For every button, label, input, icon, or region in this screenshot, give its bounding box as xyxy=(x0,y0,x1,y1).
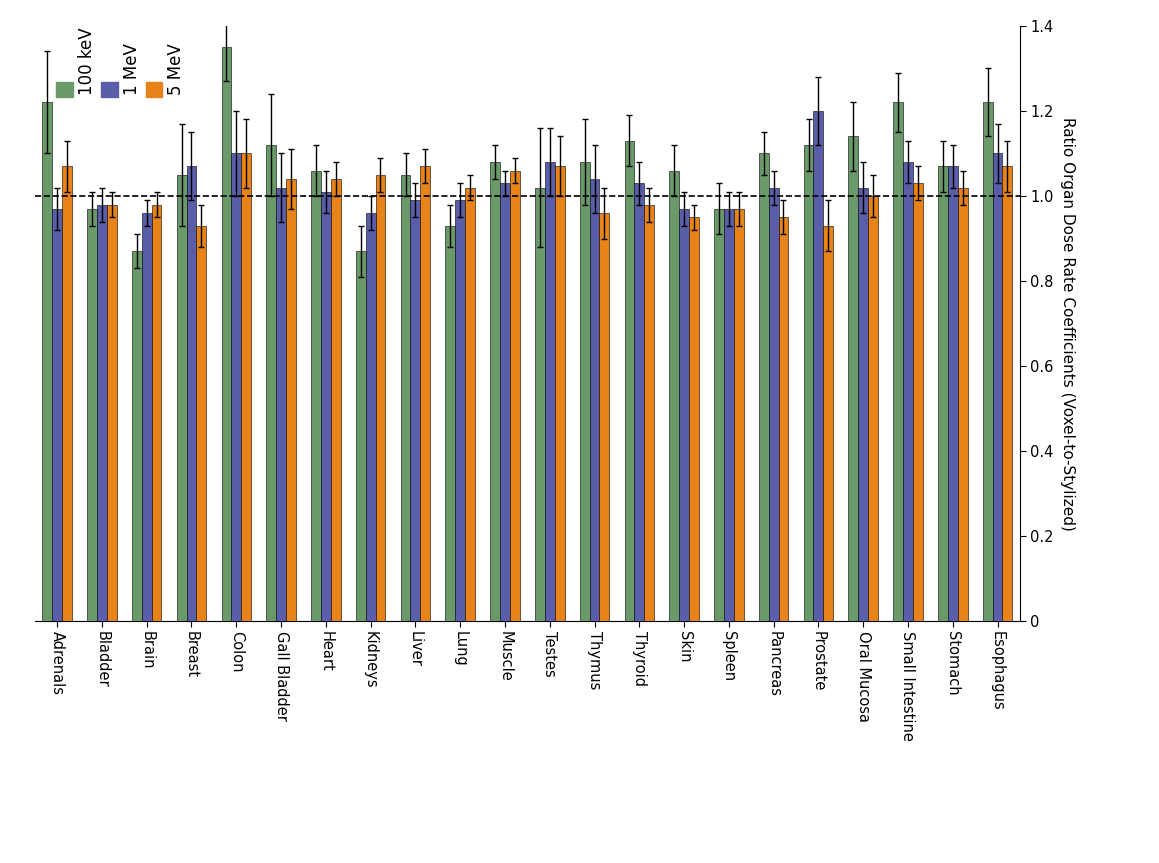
Bar xyxy=(187,167,196,621)
Bar xyxy=(803,145,814,621)
Bar xyxy=(823,226,833,621)
Bar xyxy=(490,162,500,621)
Bar xyxy=(859,187,868,621)
Bar xyxy=(196,226,206,621)
Bar xyxy=(221,47,232,621)
Bar xyxy=(599,213,610,621)
Bar xyxy=(410,200,421,621)
Bar xyxy=(132,251,141,621)
Y-axis label: Ratio Organ Dose Rate Coefficients (Voxel-to-Stylized): Ratio Organ Dose Rate Coefficients (Voxe… xyxy=(1059,117,1074,531)
Bar xyxy=(992,154,1003,621)
Bar xyxy=(97,205,107,621)
Bar xyxy=(688,217,699,621)
Bar xyxy=(535,187,545,621)
Bar xyxy=(330,179,341,621)
Bar xyxy=(957,187,968,621)
Bar xyxy=(176,175,187,621)
Bar xyxy=(455,200,465,621)
Bar xyxy=(87,209,97,621)
Bar xyxy=(1003,167,1012,621)
Bar xyxy=(52,209,63,621)
Bar xyxy=(107,205,117,621)
Bar xyxy=(141,213,152,621)
Bar xyxy=(465,187,475,621)
Bar xyxy=(63,167,72,621)
Bar xyxy=(759,154,768,621)
Bar xyxy=(545,162,555,621)
Bar xyxy=(286,179,296,621)
Bar xyxy=(983,103,992,621)
Bar xyxy=(903,162,913,621)
Bar xyxy=(714,209,724,621)
Bar xyxy=(948,167,957,621)
Bar xyxy=(814,111,823,621)
Bar xyxy=(43,103,52,621)
Bar xyxy=(848,136,859,621)
Bar xyxy=(768,187,779,621)
Bar xyxy=(669,171,679,621)
Bar xyxy=(679,209,688,621)
Bar xyxy=(366,213,376,621)
Bar xyxy=(634,183,644,621)
Bar xyxy=(276,187,286,621)
Bar xyxy=(311,171,321,621)
Bar xyxy=(625,141,634,621)
Bar xyxy=(734,209,744,621)
Bar xyxy=(321,192,330,621)
Bar xyxy=(580,162,590,621)
Bar xyxy=(510,171,519,621)
Bar xyxy=(644,205,654,621)
Bar xyxy=(356,251,366,621)
Bar xyxy=(445,226,455,621)
Bar xyxy=(779,217,788,621)
Bar xyxy=(376,175,386,621)
Bar xyxy=(500,183,510,621)
Legend: 100 keV, 1 MeV, 5 MeV: 100 keV, 1 MeV, 5 MeV xyxy=(53,28,189,103)
Bar xyxy=(724,209,734,621)
Bar xyxy=(938,167,948,621)
Bar xyxy=(868,196,879,621)
Bar xyxy=(590,179,599,621)
Bar xyxy=(894,103,903,621)
Bar xyxy=(241,154,252,621)
Bar xyxy=(555,167,564,621)
Bar xyxy=(232,154,241,621)
Bar xyxy=(152,205,161,621)
Bar xyxy=(267,145,276,621)
Bar xyxy=(913,183,923,621)
Bar xyxy=(401,175,410,621)
Bar xyxy=(421,167,430,621)
